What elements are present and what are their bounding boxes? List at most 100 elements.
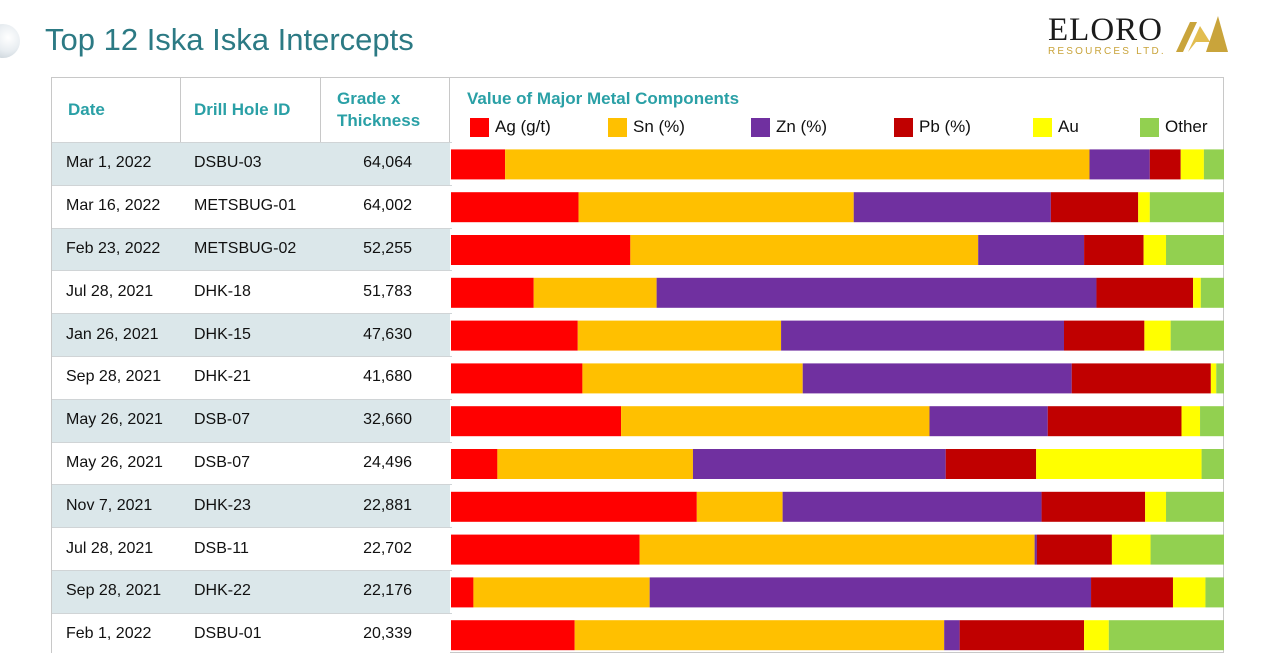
row-divider [52, 356, 452, 357]
bar-segment [944, 620, 960, 651]
header-grade-line2: Thickness [337, 111, 421, 130]
row-background [52, 484, 450, 528]
row-divider [52, 441, 452, 443]
bar-segment [1047, 406, 1182, 437]
cell-date: Jul 28, 2021 [66, 282, 154, 300]
legend-swatch [751, 117, 770, 137]
cell-drill-hole-id: DSBU-03 [194, 154, 262, 172]
bar-segment [578, 192, 854, 223]
bar-segment [1200, 406, 1224, 437]
chart-legend: Ag (g/t) Sn (%) Zn (%) Pb (%) Au Other [470, 116, 1225, 138]
cell-drill-hole-id: DHK-15 [194, 325, 251, 343]
header-grade-thickness: Grade x Thickness [337, 88, 420, 132]
cell-date: Sep 28, 2021 [66, 368, 162, 386]
bar-segment [1172, 577, 1206, 608]
legend-swatch [470, 117, 489, 137]
table-row: Sep 28, 2021 DHK-22 22,176 [52, 570, 1225, 613]
cell-grade-thickness: 24,496 [363, 453, 412, 471]
row-background [52, 570, 450, 613]
cell-grade-thickness: 52,255 [363, 239, 412, 257]
bar-segment [1166, 491, 1224, 522]
bar-segment [451, 491, 697, 522]
logo-subtitle: RESOURCES LTD. [1048, 46, 1166, 57]
legend-item: Other [1140, 116, 1208, 138]
bar-segment [505, 149, 1090, 180]
cell-drill-hole-id: DHK-21 [194, 368, 251, 386]
row-divider [52, 484, 452, 486]
bar-segment [1089, 149, 1150, 180]
bar-segment [1170, 320, 1224, 351]
cell-grade-thickness: 47,630 [363, 325, 412, 343]
cell-date: Jul 28, 2021 [66, 539, 154, 557]
bar-segment [945, 449, 1037, 479]
cell-grade-thickness: 64,002 [363, 197, 412, 215]
bar-segment [1144, 320, 1171, 351]
legend-item: Pb (%) [894, 116, 971, 138]
cell-drill-hole-id: DSB-07 [194, 411, 251, 429]
cell-drill-hole-id: DHK-18 [194, 282, 251, 300]
bar-segment [574, 620, 945, 651]
legend-swatch [1140, 117, 1159, 137]
bar-segment [451, 235, 631, 265]
row-divider [52, 570, 452, 571]
row-background [52, 612, 450, 656]
cell-drill-hole-id: DSB-11 [194, 539, 249, 557]
bar-segment [853, 192, 1051, 223]
bar-segment [630, 235, 979, 265]
row-divider [52, 612, 452, 614]
cell-date: May 26, 2021 [66, 453, 163, 471]
cell-grade-thickness: 22,702 [363, 539, 412, 557]
legend-swatch [608, 117, 627, 137]
bar-segment [1216, 363, 1224, 394]
bar-segment [639, 534, 1035, 565]
cell-date: Jan 26, 2021 [66, 325, 159, 343]
company-logo: ELORO RESOURCES LTD. [1040, 10, 1240, 62]
cell-grade-thickness: 22,176 [363, 582, 412, 600]
bar-segment [1203, 149, 1224, 180]
bar-segment [451, 406, 622, 437]
bar-segment [696, 491, 783, 522]
row-background [52, 227, 450, 271]
row-background [52, 184, 450, 228]
bar-segment [1205, 577, 1224, 608]
bar-segment [1091, 577, 1173, 608]
cell-grade-thickness: 41,680 [363, 368, 412, 386]
row-background [52, 527, 450, 570]
title-bullet [0, 24, 20, 58]
cell-date: Feb 1, 2022 [66, 625, 152, 643]
bar-segment [1166, 235, 1224, 265]
bar-segment [1063, 320, 1145, 351]
legend-label: Au [1058, 117, 1079, 136]
logo-mark-icon [1176, 16, 1228, 52]
bar-segment [1149, 192, 1224, 223]
bar-segment [692, 449, 946, 479]
cell-grade-thickness: 20,339 [363, 625, 412, 643]
bar-segment [1050, 192, 1139, 223]
cell-drill-hole-id: METSBUG-01 [194, 197, 297, 215]
bar-segment [1200, 277, 1224, 308]
bar-segment [1071, 363, 1211, 394]
bar-segment [621, 406, 930, 437]
bar-segment [451, 577, 474, 608]
legend-label: Pb (%) [919, 117, 971, 136]
table-row: May 26, 2021 DSB-07 24,496 [52, 441, 1225, 485]
bar-segment [978, 235, 1085, 265]
bar-segment [451, 449, 498, 479]
bar-segment [1036, 534, 1112, 565]
row-divider [52, 270, 452, 272]
bar-segment [1201, 449, 1224, 479]
row-divider [52, 227, 452, 229]
header-grade-line1: Grade x [337, 89, 401, 108]
table-row: Jul 28, 2021 DHK-18 51,783 [52, 270, 1225, 314]
chart-title: Value of Major Metal Components [467, 89, 740, 108]
row-divider [52, 398, 452, 400]
header-drill-hole-id: Drill Hole ID [194, 100, 291, 119]
table-row: Feb 1, 2022 DSBU-01 20,339 [52, 612, 1225, 656]
cell-date: Nov 7, 2021 [66, 496, 153, 514]
table-row: Mar 1, 2022 DSBU-03 64,064 [52, 142, 1225, 185]
row-divider [52, 313, 452, 315]
table-row: Mar 16, 2022 METSBUG-01 64,002 [52, 184, 1225, 228]
bar-segment [497, 449, 693, 479]
cell-grade-thickness: 22,881 [363, 496, 412, 514]
row-background [52, 356, 450, 399]
